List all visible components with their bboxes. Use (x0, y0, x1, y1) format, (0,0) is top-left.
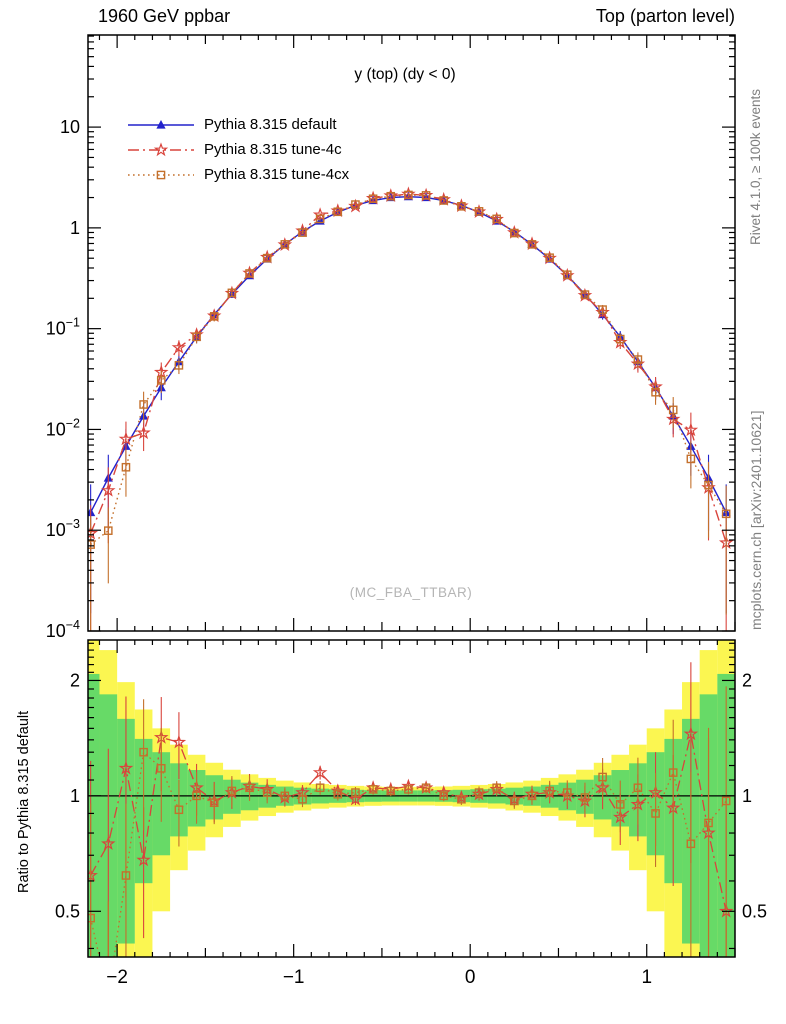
y-tick-label-main: 10−4 (46, 618, 80, 641)
legend-entry-tune4c: Pythia 8.315 tune-4c (126, 137, 349, 162)
series-tune4cx (88, 190, 731, 631)
ratio-tick-label-right: 1 (742, 786, 752, 806)
ratio-panel-frame (87, 639, 736, 958)
legend-entry-default: Pythia 8.315 default (126, 112, 349, 137)
legend-label-tune4c: Pythia 8.315 tune-4c (204, 141, 342, 158)
ratio-tick-label-right: 0.5 (742, 901, 767, 921)
y-tick-label-main: 10 (60, 117, 80, 137)
mcplots-arxiv-caption: mcplots.cern.ch [arXiv:2401.10621] (748, 410, 764, 630)
legend-marker-default-icon (128, 119, 194, 129)
process-title: Top (parton level) (595, 6, 735, 26)
ratio-tick-label-left: 2 (70, 670, 80, 690)
ratio-tick-label-right: 2 (742, 670, 752, 690)
x-tick-label: 1 (641, 967, 652, 988)
y-tick-label-main: 10−2 (46, 416, 80, 439)
axes-ticks: −2 −1 0 1 10 1 10−1 10−2 10−3 10−4 2 2 1 1 0.5 0.5 (46, 35, 767, 988)
ratio-tune4cx (88, 686, 731, 957)
ratio-uncertainty-bands (88, 640, 735, 957)
x-tick-label: −2 (106, 967, 128, 988)
analysis-watermark: (MC_FBA_TTBAR) (349, 585, 473, 600)
legend-marker-tune4c-icon (128, 141, 194, 156)
ratio-tick-label-left: 0.5 (55, 901, 80, 921)
series-default (88, 191, 731, 614)
y-tick-label-main: 1 (70, 218, 80, 238)
legend: Pythia 8.315 default Pythia 8.315 tune-4… (126, 112, 349, 187)
observable-title: y (top) (dy < 0) (354, 66, 456, 83)
x-tick-label: −1 (283, 967, 305, 988)
ratio-axis-label: Ratio to Pythia 8.315 default (16, 710, 32, 893)
beam-title: 1960 GeV ppbar (98, 6, 231, 26)
legend-label-tune4cx: Pythia 8.315 tune-4cx (204, 166, 350, 183)
y-tick-label-main: 10−3 (46, 517, 80, 540)
rivet-version-caption: Rivet 4.1.0, ≥ 100k events (748, 89, 763, 245)
x-tick-label: 0 (465, 967, 476, 988)
y-tick-label-main: 10−1 (46, 316, 80, 339)
series-tune4c (88, 186, 734, 631)
ratio-tick-label-left: 1 (70, 786, 80, 806)
legend-entry-tune4cx: Pythia 8.315 tune-4cx (126, 162, 349, 187)
legend-marker-tune4cx-icon (128, 170, 194, 179)
legend-label-default: Pythia 8.315 default (204, 116, 337, 133)
